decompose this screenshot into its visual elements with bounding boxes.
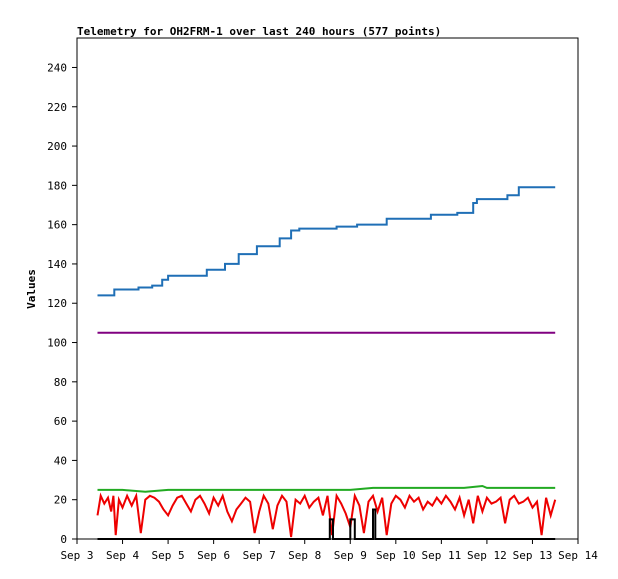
x-tick-label: Sep 3: [60, 549, 93, 562]
y-tick-label: 120: [47, 297, 67, 310]
x-axis: Sep 3 Sep 4 Sep 5 Sep 6 Sep 7 Sep 8 Sep 9 Sep 1…: [60, 539, 598, 562]
chart-title: Telemetry for OH2FRM-1 over last 240 hou…: [77, 25, 441, 38]
x-tick-label: Sep 13: [513, 549, 553, 562]
series-line-3: [96, 492, 557, 538]
y-tick-label: 220: [47, 101, 67, 114]
y-tick-label: 200: [47, 140, 67, 153]
y-axis: 0 20 40 60 80 100 120 140 160 180 200 220 240: [47, 61, 77, 546]
x-tick-label: Sep 7: [243, 549, 276, 562]
y-tick-label: 240: [47, 61, 67, 74]
y-tick-label: 20: [54, 494, 67, 507]
x-tick-label: Sep 6: [197, 549, 230, 562]
x-tick-label: Sep 12: [467, 549, 507, 562]
y-tick-label: 160: [47, 219, 67, 232]
y-tick-label: 80: [54, 376, 67, 389]
series-layer: [96, 186, 557, 540]
y-axis-title: Values: [25, 269, 38, 309]
x-tick-label: Sep 14: [558, 549, 598, 562]
series-line-4: [97, 508, 556, 540]
y-tick-label: 60: [54, 415, 67, 428]
x-tick-label: Sep 5: [152, 549, 185, 562]
y-tick-label: 0: [60, 533, 67, 546]
x-tick-label: Sep 11: [421, 549, 461, 562]
y-tick-label: 40: [54, 454, 67, 467]
x-tick-label: Sep 8: [288, 549, 321, 562]
y-tick-label: 100: [47, 337, 67, 350]
series-line-2: [97, 484, 556, 493]
x-tick-label: Sep 10: [376, 549, 416, 562]
series-line-0: [97, 186, 556, 297]
y-tick-label: 140: [47, 258, 67, 271]
x-tick-label: Sep 9: [334, 549, 367, 562]
y-tick-label: 180: [47, 179, 67, 192]
x-tick-label: Sep 4: [106, 549, 139, 562]
